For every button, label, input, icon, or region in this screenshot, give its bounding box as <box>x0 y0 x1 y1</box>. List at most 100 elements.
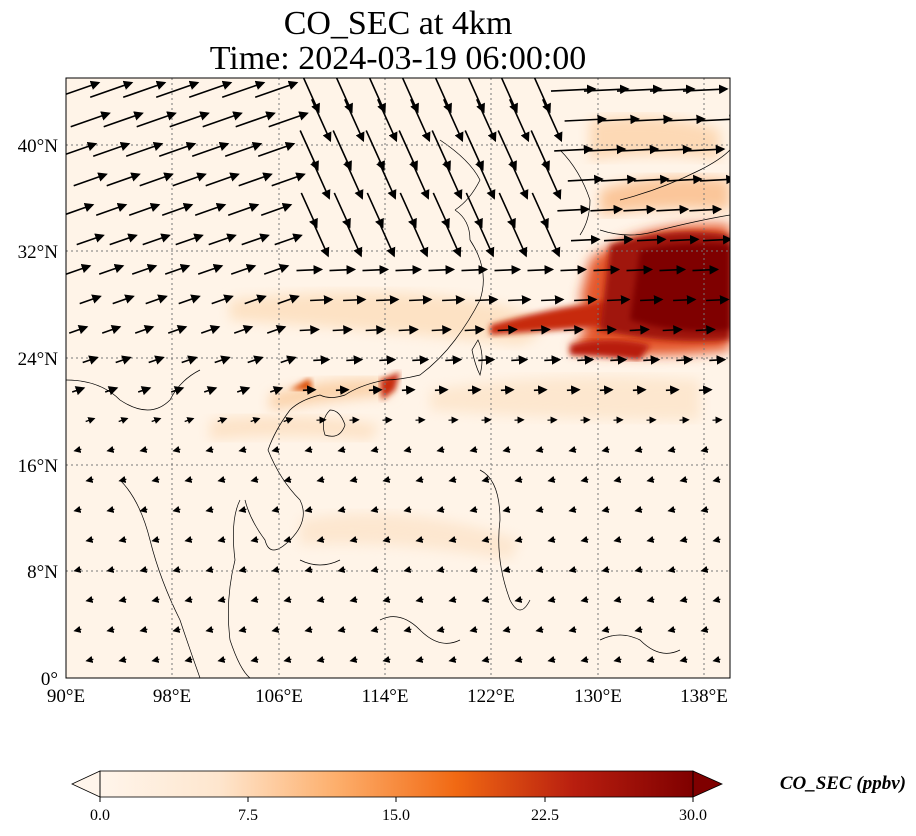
lat-tick-label: 0° <box>41 669 58 690</box>
map-subtitle: Time: 2024-03-19 06:00:00 <box>209 40 587 77</box>
lat-tick-label: 32°N <box>18 242 59 263</box>
wind-arrow <box>335 385 350 395</box>
map-title: CO_SEC at 4km <box>283 5 513 42</box>
wind-arrow <box>313 223 330 258</box>
wind-arrow <box>283 595 292 603</box>
wind-arrow <box>277 294 300 305</box>
wind-arrow <box>257 141 296 157</box>
wind-arrow <box>115 355 132 365</box>
wind-arrow <box>191 141 230 157</box>
wind-arrow <box>184 535 193 543</box>
wind-arrow <box>125 141 164 157</box>
wind-arrow <box>184 655 193 663</box>
wind-arrow <box>211 294 234 305</box>
wind-arrow <box>535 445 544 453</box>
wind-arrow <box>250 535 259 543</box>
wind-arrow <box>349 655 358 663</box>
wind-arrow <box>304 445 313 453</box>
wind-arrow <box>118 535 127 543</box>
wind-arrow <box>109 233 138 246</box>
wind-arrow <box>445 223 462 258</box>
wind-arrow <box>302 385 317 395</box>
wind-arrow <box>613 535 622 543</box>
wind-arrow <box>535 625 544 633</box>
wind-arrow <box>502 565 511 573</box>
wind-arrow <box>689 204 723 215</box>
wind-arrow <box>616 84 663 95</box>
wind-arrow <box>205 445 214 453</box>
wind-arrow <box>312 161 331 200</box>
wind-arrow <box>368 385 383 395</box>
wind-arrow <box>184 417 195 424</box>
wind-arrow <box>188 80 233 99</box>
wind-arrow <box>151 417 162 424</box>
wind-arrow <box>445 355 463 365</box>
wind-arrow <box>241 233 270 246</box>
wind-arrow <box>349 595 358 603</box>
wind-arrow <box>601 625 610 633</box>
wind-arrow <box>398 130 418 171</box>
wind-arrow <box>76 233 105 246</box>
wind-arrow <box>205 172 240 187</box>
wind-arrow <box>118 595 127 603</box>
wind-arrow <box>442 98 464 143</box>
wind-arrow <box>646 475 655 483</box>
wind-arrow <box>465 192 483 229</box>
wind-arrow <box>70 111 111 128</box>
wind-arrow <box>448 595 457 603</box>
wind-arrow <box>649 84 696 95</box>
wind-arrow <box>106 445 115 453</box>
wind-arrow <box>337 505 346 513</box>
wind-arrow <box>250 595 259 603</box>
wind-arrow <box>403 445 412 453</box>
wind-arrow <box>695 325 716 335</box>
wind-arrow <box>498 192 516 229</box>
wind-arrow <box>403 505 412 513</box>
wind-arrow <box>101 325 122 335</box>
wind-arrow <box>235 111 276 128</box>
wind-arrow <box>634 445 643 453</box>
wind-arrow <box>379 355 397 365</box>
wind-arrow <box>299 130 319 171</box>
wind-arrow <box>316 655 325 663</box>
wind-arrow <box>95 202 128 216</box>
wind-arrow <box>511 355 529 365</box>
wind-arrow <box>547 475 556 483</box>
wind-arrow <box>268 111 309 128</box>
wind-arrow <box>103 111 144 128</box>
wind-arrow <box>238 172 273 187</box>
wind-arrow <box>601 445 610 453</box>
wind-arrow <box>601 505 610 513</box>
wind-arrow <box>580 535 589 543</box>
wind-arrow <box>643 355 661 365</box>
wind-arrow <box>636 234 667 245</box>
wind-arrow <box>478 223 495 258</box>
wind-arrow <box>541 295 565 305</box>
wind-arrow <box>656 204 690 215</box>
wind-arrow <box>626 264 654 275</box>
wind-arrow <box>98 263 125 275</box>
wind-arrow <box>366 192 384 229</box>
wind-arrow <box>580 475 589 483</box>
wind-arrow <box>208 233 237 246</box>
wind-arrow <box>667 565 676 573</box>
wind-arrow <box>376 295 400 305</box>
wind-arrow <box>233 325 254 335</box>
wind-arrow <box>600 174 637 185</box>
wind-arrow <box>128 202 161 216</box>
wind-arrow <box>531 192 549 229</box>
wind-arrow <box>560 264 588 275</box>
wind-arrow <box>266 325 287 335</box>
wind-arrow <box>370 445 379 453</box>
wind-arrow <box>118 417 129 424</box>
wind-arrow <box>613 475 622 483</box>
wind-arrow <box>500 78 518 114</box>
wind-arrow <box>68 325 89 335</box>
wind-arrow <box>370 625 379 633</box>
wind-arrow <box>139 445 148 453</box>
wind-arrow <box>530 130 550 171</box>
wind-arrow <box>436 445 445 453</box>
wind-arrow <box>686 144 726 155</box>
lon-tick-label: 138°E <box>680 686 728 707</box>
wind-arrow <box>669 234 700 245</box>
